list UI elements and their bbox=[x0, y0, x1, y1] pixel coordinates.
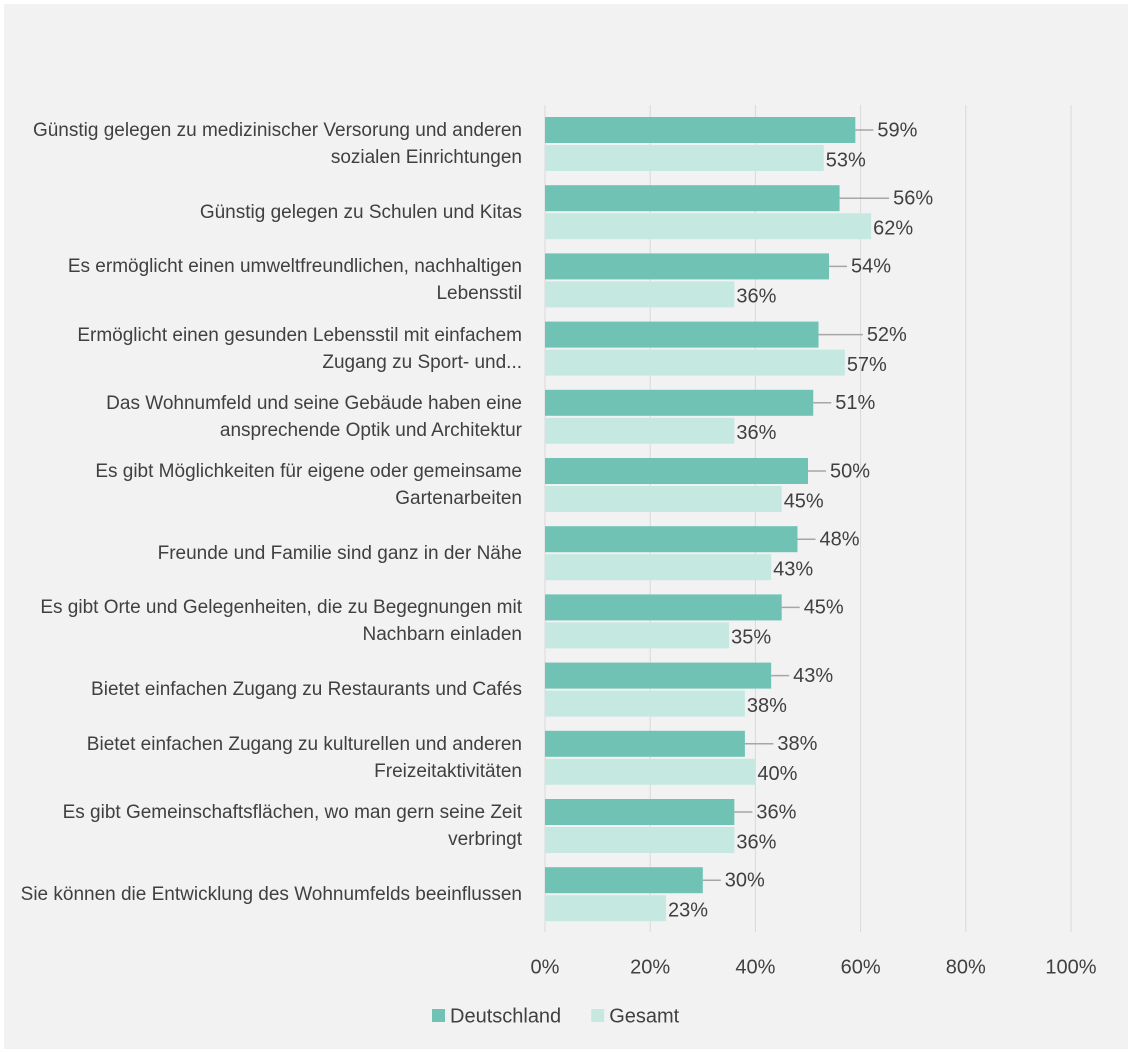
bar bbox=[545, 827, 735, 853]
legend-swatch bbox=[432, 1009, 445, 1022]
bar bbox=[545, 690, 745, 717]
value-label: 36% bbox=[736, 831, 776, 853]
x-tick-label: 20% bbox=[630, 956, 670, 978]
value-label: 36% bbox=[736, 286, 776, 308]
bar bbox=[545, 253, 830, 280]
value-label: 30% bbox=[725, 869, 765, 891]
value-label: 57% bbox=[847, 354, 887, 376]
bar bbox=[545, 662, 772, 689]
bar bbox=[545, 145, 824, 171]
category-label: Sie können die Entwicklung des Wohnumfel… bbox=[20, 883, 522, 905]
value-label: 51% bbox=[835, 392, 875, 414]
value-label: 50% bbox=[830, 460, 870, 482]
value-label: 23% bbox=[668, 899, 708, 921]
value-label: 43% bbox=[773, 558, 813, 580]
value-label: 52% bbox=[867, 324, 907, 346]
category-label: Bietet einfachen Zugang zu Restaurants u… bbox=[91, 679, 522, 701]
value-label: 59% bbox=[877, 119, 917, 141]
value-label: 45% bbox=[784, 490, 824, 512]
legend-label: Gesamt bbox=[609, 1005, 679, 1027]
bar bbox=[545, 867, 703, 894]
category-label: Günstig gelegen zu Schulen und Kitas bbox=[199, 201, 522, 223]
bar bbox=[545, 799, 735, 825]
bar bbox=[545, 458, 808, 484]
value-label: 53% bbox=[826, 149, 866, 171]
bar bbox=[545, 185, 840, 212]
bar bbox=[545, 213, 872, 240]
legend-swatch bbox=[591, 1009, 605, 1022]
bar bbox=[545, 594, 782, 621]
value-label: 62% bbox=[873, 217, 913, 239]
bar bbox=[545, 117, 856, 143]
bar bbox=[545, 389, 814, 416]
value-label: 56% bbox=[893, 187, 933, 209]
x-tick-label: 40% bbox=[735, 956, 775, 978]
bar bbox=[545, 622, 730, 649]
value-label: 35% bbox=[731, 627, 771, 649]
category-label: Freunde und Familie sind ganz in der Näh… bbox=[157, 542, 522, 564]
bar bbox=[545, 417, 735, 444]
bar bbox=[545, 281, 735, 308]
value-label: 48% bbox=[819, 528, 859, 550]
x-tick-label: 0% bbox=[531, 956, 560, 978]
bar bbox=[545, 321, 819, 348]
bar bbox=[545, 554, 772, 581]
x-tick-label: 80% bbox=[946, 956, 986, 978]
value-label: 45% bbox=[804, 597, 844, 619]
bar bbox=[545, 758, 756, 785]
value-label: 40% bbox=[757, 763, 797, 785]
legend-label: Deutschland bbox=[450, 1005, 561, 1027]
category-label: Bietet einfachen Zugang zu kulturellen u… bbox=[86, 733, 522, 782]
value-label: 38% bbox=[777, 733, 817, 755]
value-label: 36% bbox=[736, 422, 776, 444]
category-label: Das Wohnumfeld und seine Gebäude haben e… bbox=[106, 392, 522, 441]
x-tick-label: 60% bbox=[841, 956, 881, 978]
category-label: Es gibt Möglichkeiten für eigene oder ge… bbox=[95, 461, 522, 509]
value-label: 43% bbox=[793, 665, 833, 687]
value-label: 36% bbox=[756, 801, 796, 823]
category-label: Günstig gelegen zu medizinischer Versoru… bbox=[32, 120, 522, 168]
bar bbox=[545, 349, 845, 376]
value-label: 54% bbox=[851, 256, 891, 278]
x-tick-label: 100% bbox=[1045, 956, 1096, 978]
bar bbox=[545, 486, 782, 512]
bar bbox=[545, 895, 666, 922]
bar bbox=[545, 730, 745, 757]
category-label: Es ermöglicht einen umweltfreundlichen, … bbox=[67, 256, 522, 305]
category-label: Ermöglicht einen gesunden Lebensstil mit… bbox=[77, 324, 522, 373]
bar bbox=[545, 526, 798, 553]
value-label: 38% bbox=[747, 695, 787, 717]
category-label: Es gibt Orte und Gelegenheiten, die zu B… bbox=[40, 597, 522, 646]
category-label: Es gibt Gemeinschaftsflächen, wo man ger… bbox=[62, 802, 522, 850]
